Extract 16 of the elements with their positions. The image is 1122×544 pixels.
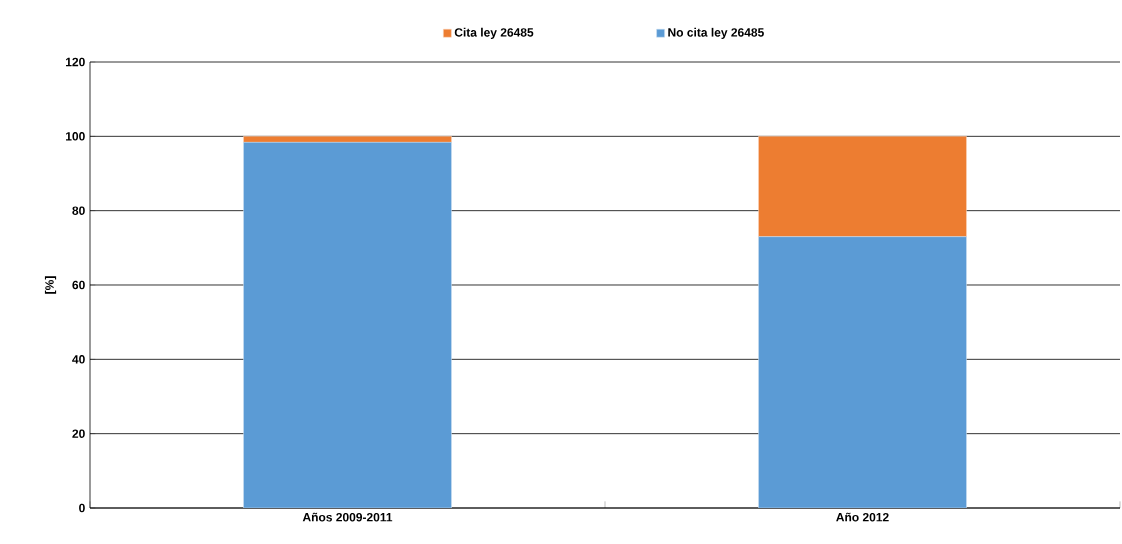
- bar: [243, 136, 452, 143]
- bar: [758, 136, 967, 237]
- y-tick-label: 100: [66, 132, 85, 141]
- legend-label: No cita ley 26485: [668, 27, 764, 40]
- y-tick-label: 80: [72, 206, 85, 215]
- legend-label: Cita ley 26485: [454, 27, 534, 40]
- bar: [243, 142, 452, 508]
- y-tick-label: 120: [66, 57, 85, 67]
- y-tick-label: 60: [72, 280, 85, 290]
- y-tick-label: 20: [72, 429, 85, 438]
- x-tick-label: Año 2012: [836, 512, 889, 522]
- x-tick-label: Años 2009-2011: [302, 512, 393, 522]
- bar: [758, 236, 967, 508]
- y-tick-label: 0: [79, 503, 85, 513]
- y-axis-title: [%]: [44, 276, 57, 294]
- y-tick-label: 40: [72, 355, 85, 364]
